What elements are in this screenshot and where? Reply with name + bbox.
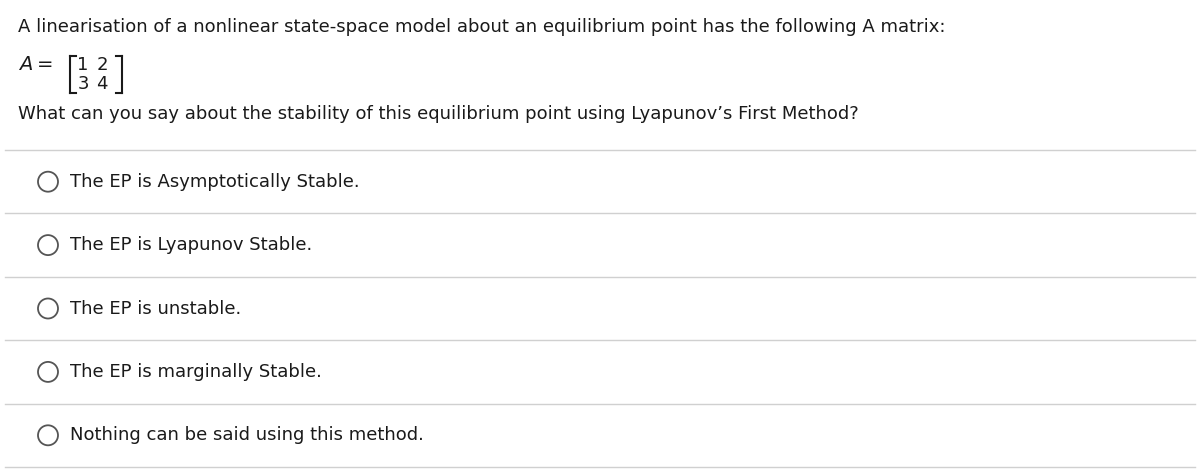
Text: The EP is Lyapunov Stable.: The EP is Lyapunov Stable. <box>70 236 312 254</box>
Text: 3: 3 <box>77 75 89 93</box>
Text: $A = $: $A = $ <box>18 55 53 74</box>
Text: The EP is unstable.: The EP is unstable. <box>70 300 241 318</box>
Text: Nothing can be said using this method.: Nothing can be said using this method. <box>70 426 424 444</box>
Text: 2: 2 <box>96 56 108 74</box>
Text: The EP is marginally Stable.: The EP is marginally Stable. <box>70 363 322 381</box>
Text: What can you say about the stability of this equilibrium point using Lyapunov’s : What can you say about the stability of … <box>18 105 859 123</box>
Text: A linearisation of a nonlinear state-space model about an equilibrium point has : A linearisation of a nonlinear state-spa… <box>18 18 946 36</box>
Text: The EP is Asymptotically Stable.: The EP is Asymptotically Stable. <box>70 173 360 191</box>
Text: 4: 4 <box>96 75 108 93</box>
Text: 1: 1 <box>77 56 89 74</box>
